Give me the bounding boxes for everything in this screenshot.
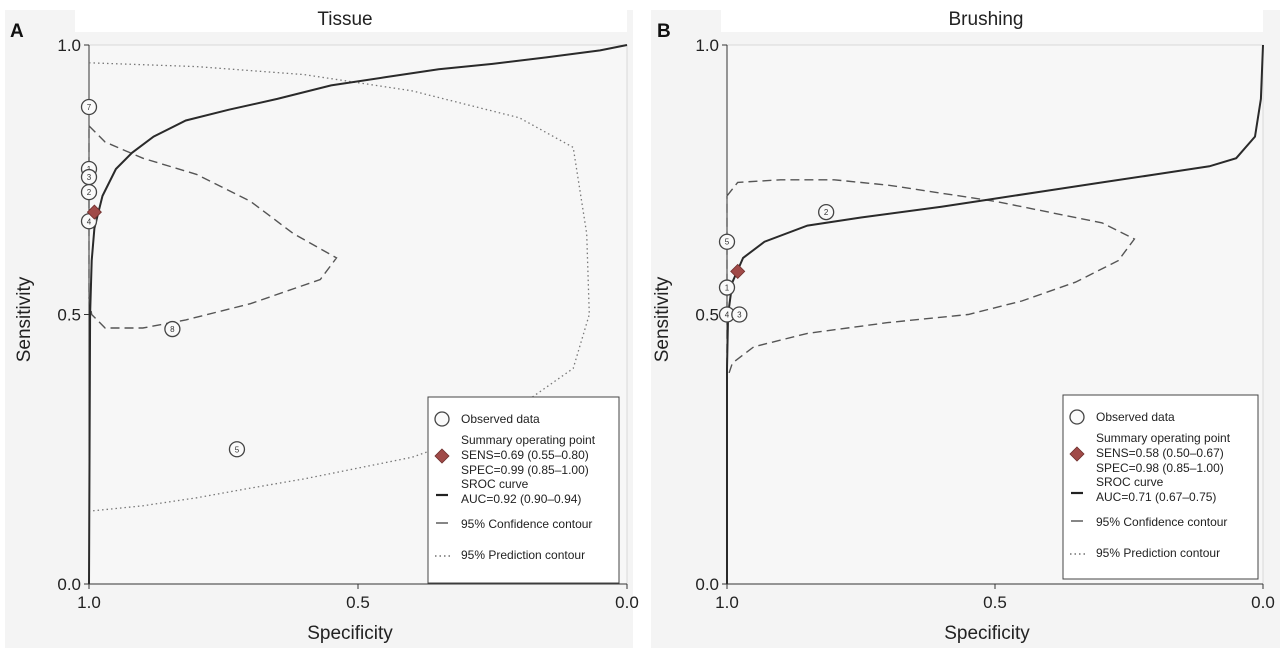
legend-observed-label: Observed data	[461, 412, 540, 426]
y-axis-label: Sensitivity	[14, 276, 35, 362]
summary-operating-point	[730, 263, 746, 279]
legend-sens: SENS=0.69 (0.55–0.80)	[461, 448, 589, 462]
legend-sroc-title: SROC curve	[461, 477, 529, 491]
legend-spec: SPEC=0.99 (0.85–1.00)	[461, 463, 589, 477]
legend-box	[1062, 394, 1259, 580]
observed-point-label: 3	[737, 311, 742, 320]
panel-label: A	[10, 21, 24, 42]
observed-point	[80, 183, 98, 201]
y-tick-label: 0.0	[57, 575, 81, 594]
legend-sroc-title: SROC curve	[1096, 475, 1164, 489]
observed-point-label: 1	[725, 284, 730, 293]
legend-summary-title: Summary operating point	[461, 433, 596, 447]
legend-summary-icon	[434, 448, 450, 464]
legend-summary-title: Summary operating point	[1096, 431, 1231, 445]
y-tick-label: 1.0	[695, 36, 719, 55]
prediction-contour	[88, 62, 590, 512]
title-strip	[75, 10, 627, 32]
y-tick-label: 1.0	[57, 36, 81, 55]
observed-point	[731, 306, 748, 323]
x-tick-label: 0.0	[1251, 593, 1275, 612]
confidence-contour	[88, 125, 338, 329]
chart-panel-b: B Brushing 1.0 0.5 0.0 0.0 0.5 1.0 Specificity Se…	[651, 9, 1280, 648]
legend: Observed data Summary operating pointSENS…	[427, 396, 620, 584]
legend-observed-icon	[434, 411, 450, 427]
observed-point-label: 5	[725, 238, 730, 247]
observed-point-label: 4	[87, 217, 92, 226]
observed-point-label: 5	[235, 445, 240, 454]
x-tick-label: 0.5	[346, 593, 370, 612]
legend: Observed data Summary operating pointSENS…	[1062, 394, 1259, 580]
observed-point-label: 3	[87, 173, 92, 182]
summary-operating-point	[86, 204, 102, 220]
observed-point	[718, 279, 736, 296]
observed-point	[228, 441, 246, 458]
chart-title: Tissue	[317, 9, 372, 30]
observed-point	[818, 203, 835, 221]
x-tick-label: 0.5	[983, 593, 1007, 612]
legend-confidence-label: 95% Confidence contour	[461, 517, 592, 531]
legend-observed-label: Observed data	[1096, 410, 1175, 424]
observed-point	[80, 98, 98, 116]
legend-auc: AUC=0.71 (0.67–0.75)	[1096, 490, 1216, 504]
observed-point-label: 8	[170, 325, 175, 334]
chart-title: Brushing	[949, 9, 1024, 30]
legend-box	[427, 396, 620, 584]
observed-point-label: 2	[824, 208, 829, 217]
x-tick-label: 0.0	[615, 593, 639, 612]
legend-auc: AUC=0.92 (0.90–0.94)	[461, 492, 581, 506]
observed-point-label: 4	[725, 311, 730, 320]
observed-point	[164, 320, 181, 338]
x-tick-label: 1.0	[77, 593, 101, 612]
observed-point-label: 2	[87, 188, 92, 197]
observed-point	[718, 233, 736, 250]
observed-point-label: 7	[87, 103, 92, 112]
chart-panel-a: A Tissue 1.0 0.5 0.0 0.0 0.5 1.0 Specificity Sens…	[5, 9, 639, 648]
legend-prediction-label: 95% Prediction contour	[461, 548, 585, 562]
legend-spec: SPEC=0.98 (0.85–1.00)	[1096, 461, 1224, 475]
x-tick-label: 1.0	[715, 593, 739, 612]
legend-observed-icon	[1069, 409, 1085, 425]
y-tick-label: 0.5	[57, 306, 81, 325]
panel-label: B	[657, 21, 671, 42]
legend-sens: SENS=0.58 (0.50–0.67)	[1096, 446, 1224, 460]
confidence-contour	[726, 179, 1136, 380]
x-axis-label: Specificity	[944, 623, 1030, 644]
y-tick-label: 0.5	[695, 306, 719, 325]
title-strip	[721, 10, 1263, 32]
sroc-curve	[88, 44, 628, 585]
legend-prediction-label: 95% Prediction contour	[1096, 546, 1220, 560]
y-axis-label: Sensitivity	[652, 276, 673, 362]
legend-summary-icon	[1069, 446, 1085, 462]
y-tick-label: 0.0	[695, 575, 719, 594]
legend-confidence-label: 95% Confidence contour	[1096, 515, 1227, 529]
x-axis-label: Specificity	[307, 623, 393, 644]
